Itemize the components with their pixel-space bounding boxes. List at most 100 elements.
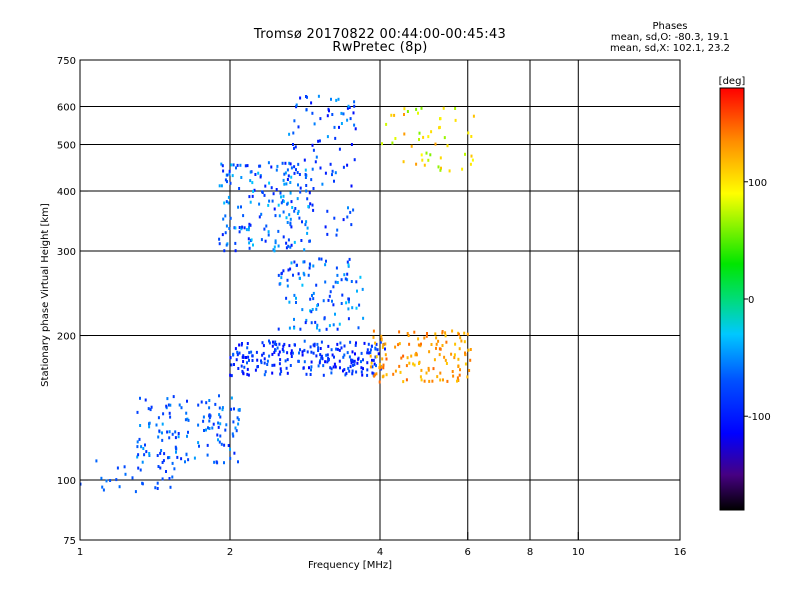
data-point — [417, 343, 420, 347]
data-point — [171, 461, 174, 465]
data-point — [316, 326, 318, 330]
data-point — [265, 224, 268, 228]
x-tick-label: 1 — [77, 547, 83, 558]
data-point — [248, 222, 251, 226]
data-point — [379, 340, 382, 344]
data-point — [141, 460, 144, 464]
data-point — [457, 332, 460, 336]
data-point — [405, 364, 408, 368]
x-tick-label: 6 — [465, 547, 471, 558]
data-point — [295, 105, 298, 109]
data-point — [373, 362, 376, 366]
data-point — [277, 327, 280, 331]
data-point — [165, 470, 167, 473]
data-point — [288, 344, 291, 348]
data-point — [293, 165, 296, 169]
data-point — [347, 366, 350, 370]
data-point — [381, 142, 383, 146]
data-point — [239, 163, 242, 167]
data-point — [332, 365, 335, 369]
data-point — [284, 171, 287, 175]
data-point — [268, 341, 271, 345]
data-point — [282, 235, 285, 239]
data-point — [231, 432, 234, 436]
data-point — [254, 368, 257, 372]
data-point — [423, 163, 426, 167]
data-point — [329, 366, 332, 370]
data-point — [230, 163, 233, 167]
data-point — [457, 357, 460, 361]
data-point — [320, 356, 323, 360]
data-point — [276, 346, 279, 350]
data-point — [238, 226, 241, 229]
data-point — [361, 373, 364, 377]
data-point — [319, 347, 322, 350]
data-point — [289, 245, 292, 249]
data-point — [346, 215, 349, 219]
data-point — [286, 278, 289, 282]
data-point — [252, 243, 254, 247]
data-point — [305, 189, 308, 193]
data-point — [262, 351, 265, 355]
data-point — [297, 162, 300, 166]
data-point — [294, 207, 297, 210]
data-point — [347, 263, 350, 267]
data-point — [229, 216, 232, 220]
data-point — [250, 350, 253, 354]
data-point — [427, 158, 430, 162]
data-point — [400, 356, 403, 360]
data-point — [274, 348, 277, 352]
data-point — [248, 241, 251, 245]
data-point — [366, 348, 369, 352]
data-point — [446, 379, 449, 383]
data-point — [290, 166, 293, 170]
data-point — [229, 447, 231, 451]
data-point — [318, 257, 321, 261]
data-point — [348, 106, 351, 109]
data-point — [440, 166, 442, 170]
data-point — [350, 361, 353, 365]
y-tick-label: 200 — [57, 332, 76, 343]
data-point — [343, 368, 346, 372]
data-point — [290, 349, 293, 353]
data-point — [336, 347, 339, 351]
data-point — [342, 218, 345, 222]
data-point — [225, 224, 228, 228]
data-point — [238, 351, 241, 355]
data-point — [237, 418, 240, 422]
data-point — [470, 154, 473, 158]
data-point — [169, 403, 172, 407]
data-point — [302, 366, 305, 370]
data-point — [382, 366, 385, 370]
data-point — [314, 320, 317, 324]
data-point — [156, 454, 159, 457]
data-point — [230, 396, 233, 400]
colorbar-label: [deg] — [719, 76, 746, 87]
data-point — [312, 187, 315, 190]
data-point — [282, 210, 285, 214]
data-point — [139, 424, 142, 427]
data-point — [231, 174, 234, 178]
data-point — [289, 217, 292, 221]
data-point — [105, 479, 108, 483]
data-point — [373, 374, 376, 378]
data-point — [224, 231, 227, 235]
data-point — [332, 303, 335, 307]
data-point — [167, 456, 169, 460]
data-point — [249, 223, 252, 227]
data-point — [464, 362, 467, 366]
data-point — [444, 334, 447, 338]
data-point — [260, 359, 262, 363]
data-point — [143, 453, 146, 457]
data-point — [184, 460, 186, 464]
data-point — [336, 342, 339, 346]
data-point — [317, 364, 320, 368]
data-point — [236, 416, 239, 420]
data-point — [406, 332, 409, 335]
data-point — [318, 361, 321, 365]
data-point — [241, 355, 244, 359]
data-point — [280, 370, 283, 373]
data-point — [264, 184, 267, 188]
data-point — [380, 334, 383, 338]
data-point — [272, 340, 274, 344]
